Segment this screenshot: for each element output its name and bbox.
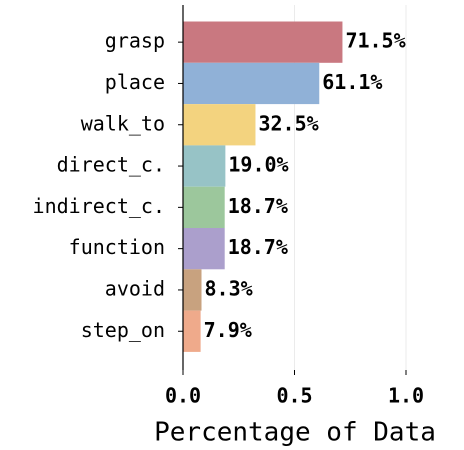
- y-tick-label: direct_c.: [57, 153, 165, 177]
- bar: [183, 104, 256, 146]
- y-tick-label: grasp: [105, 29, 165, 53]
- bar: [183, 186, 225, 228]
- value-label: 7.9%: [204, 318, 252, 342]
- y-tick-label: walk_to: [81, 111, 165, 135]
- x-tick-label: 0.5: [276, 384, 312, 408]
- value-label: 32.5%: [258, 111, 318, 135]
- bar: [183, 21, 343, 63]
- y-tick-label: function: [69, 235, 165, 259]
- y-tick-label: step_on: [81, 318, 165, 342]
- x-tick-label: 0.0: [165, 384, 201, 408]
- y-tick-label: indirect_c.: [33, 194, 165, 218]
- bar: [183, 145, 226, 187]
- value-label: 71.5%: [345, 29, 405, 53]
- x-axis-label: Percentage of Data: [154, 418, 436, 448]
- bar: [183, 269, 202, 311]
- value-label: 19.0%: [228, 153, 288, 177]
- value-label: 18.7%: [228, 194, 288, 218]
- value-label: 8.3%: [205, 276, 253, 300]
- y-tick-label: place: [105, 70, 165, 94]
- value-label: 18.7%: [228, 235, 288, 259]
- bar: [183, 228, 225, 270]
- y-tick-label: avoid: [105, 276, 165, 300]
- x-tick-label: 1.0: [388, 384, 424, 408]
- value-label: 61.1%: [322, 70, 382, 94]
- bar: [183, 62, 320, 105]
- bar: [183, 310, 201, 352]
